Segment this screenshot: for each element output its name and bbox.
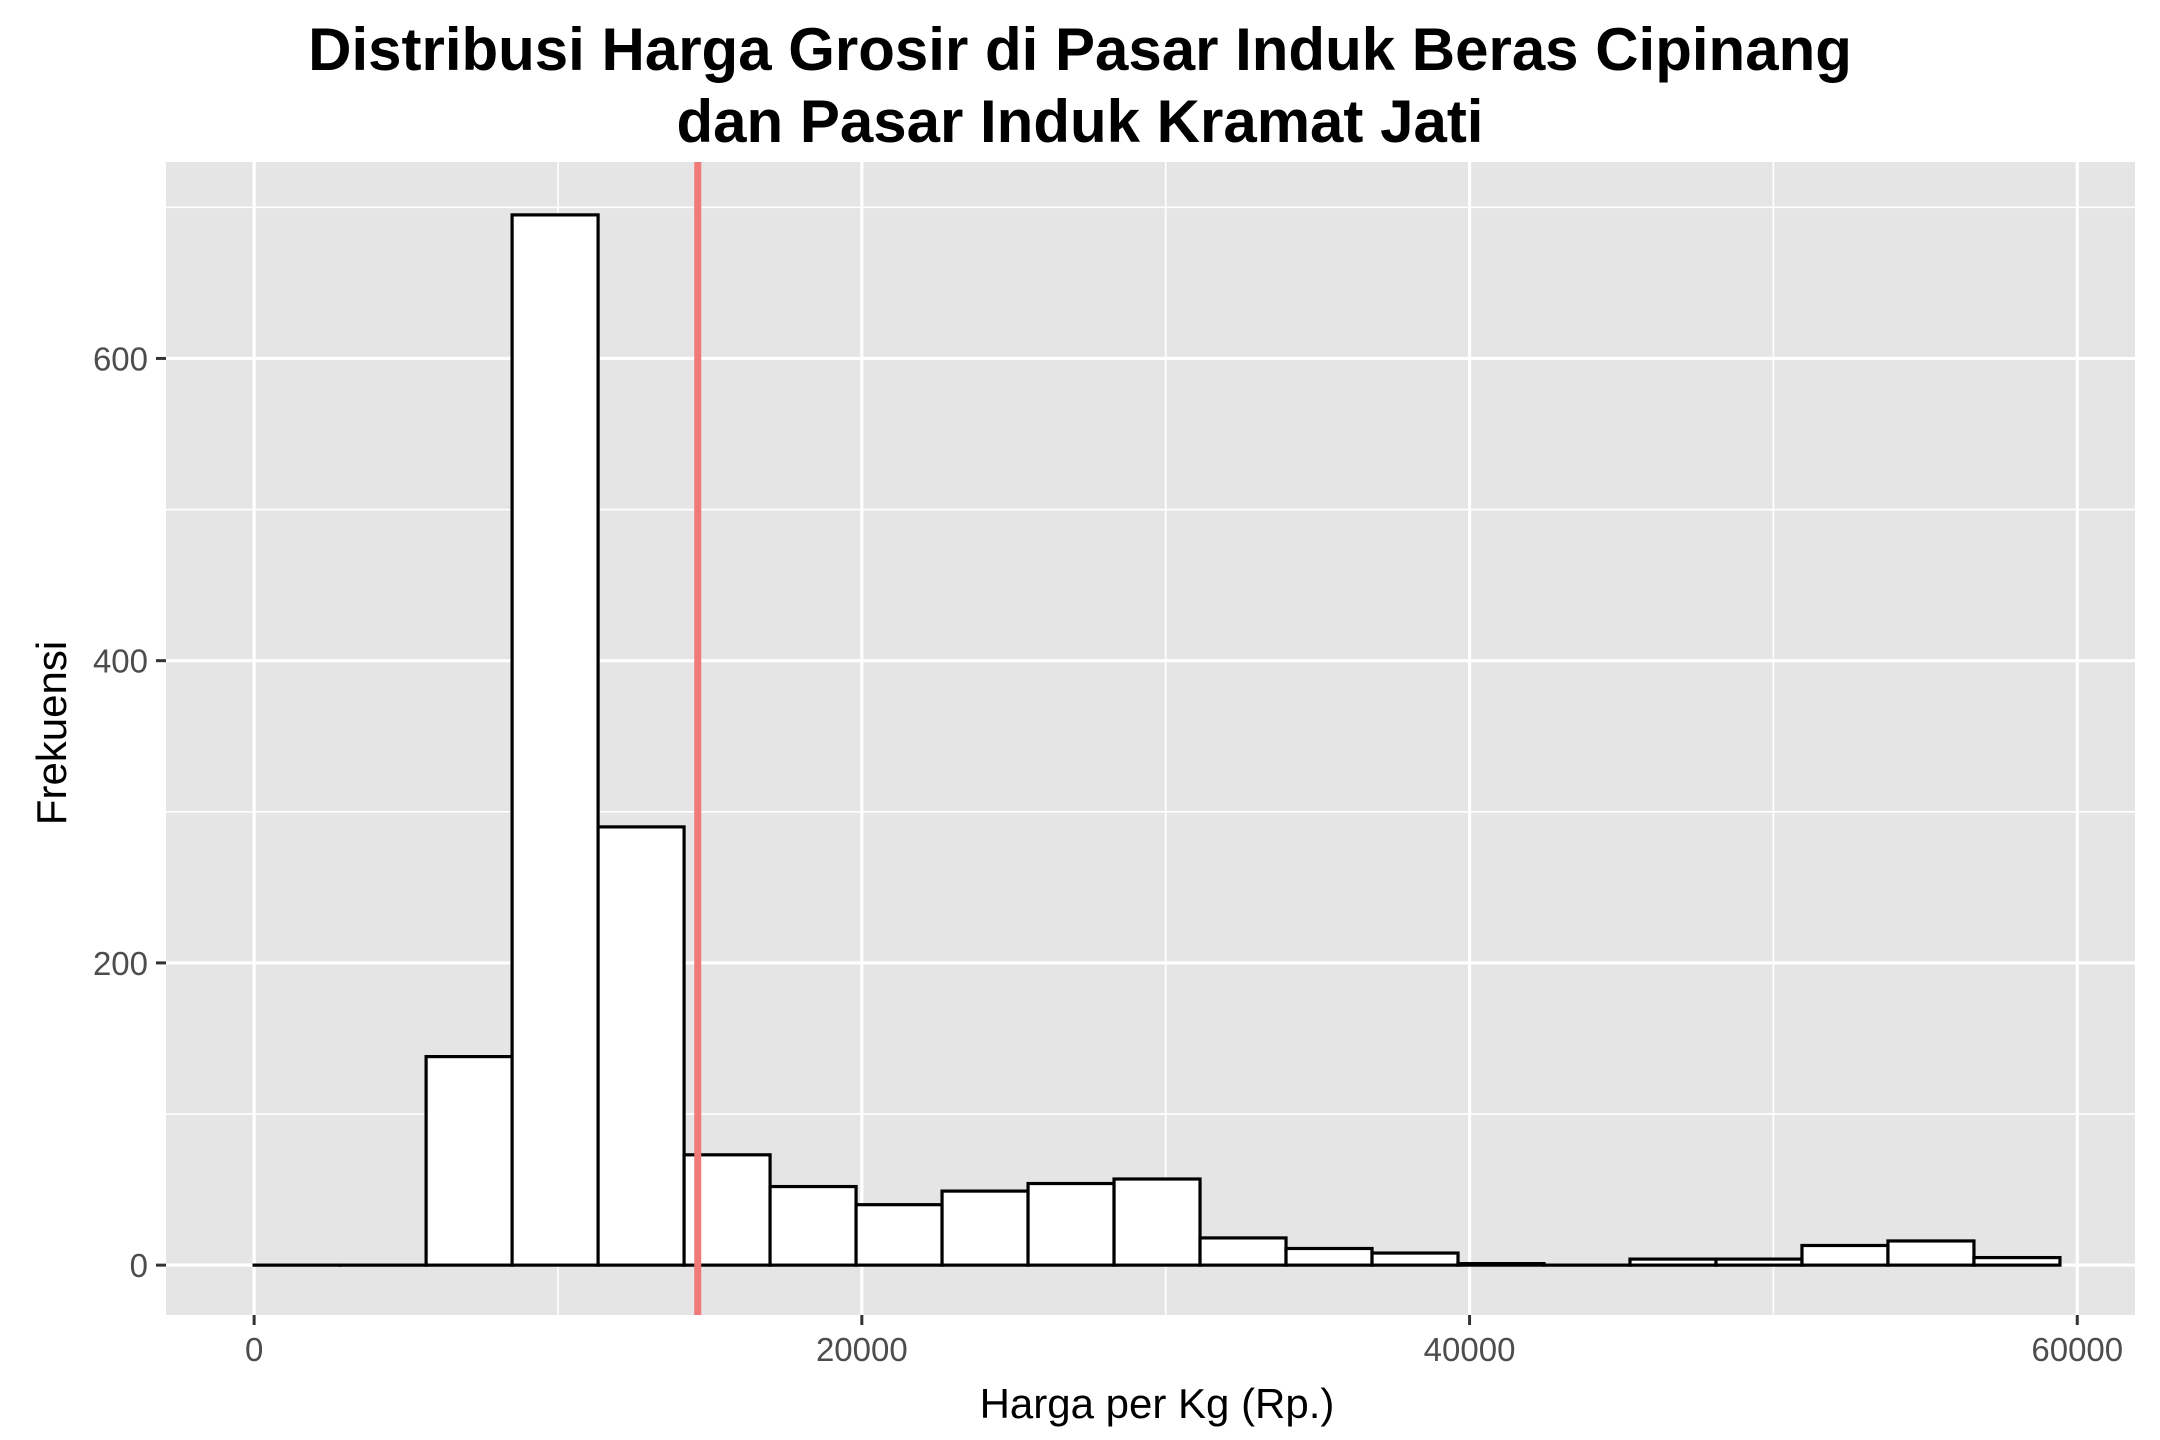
histogram-bar (1284, 1246, 1374, 1267)
y-tick-label: 200 (93, 945, 148, 982)
histogram-bar (510, 213, 600, 1267)
x-tick-label: 60000 (2031, 1331, 2123, 1368)
y-axis-title: Frekuensi (28, 641, 75, 825)
histogram-bar (940, 1189, 1030, 1267)
histogram-bar (1026, 1181, 1116, 1267)
x-tick-label: 0 (245, 1331, 263, 1368)
histogram-bar (1628, 1257, 1718, 1267)
axis-ticks (156, 356, 2079, 1325)
x-tick-label: 20000 (816, 1331, 908, 1368)
y-tick-labels: 0 200 400 600 (93, 340, 148, 1284)
chart-title-line-1: Distribusi Harga Grosir di Pasar Induk B… (308, 16, 1852, 83)
histogram-bar (424, 1054, 514, 1267)
histogram-bar (1714, 1257, 1804, 1267)
histogram-bars (252, 213, 2062, 1267)
histogram-bar (1112, 1177, 1202, 1267)
chart-title-line-2: dan Pasar Induk Kramat Jati (676, 88, 1484, 155)
histogram-bar (854, 1203, 944, 1267)
chart-title: Distribusi Harga Grosir di Pasar Induk B… (0, 14, 2160, 158)
histogram-bar (1198, 1236, 1288, 1267)
histogram-bar (1370, 1251, 1460, 1267)
x-tick-label: 40000 (1424, 1331, 1516, 1368)
y-tick-label: 0 (130, 1247, 148, 1284)
x-tick-labels: 0 20000 40000 60000 (245, 1331, 2123, 1368)
histogram-bar (1886, 1239, 1976, 1267)
histogram-bar (596, 825, 686, 1267)
x-axis-title: Harga per Kg (Rp.) (980, 1380, 1335, 1427)
histogram-bar (768, 1184, 858, 1267)
histogram-bar (1456, 1262, 1546, 1267)
y-tick-label: 600 (93, 340, 148, 377)
histogram-bar (1972, 1255, 2062, 1267)
histogram-bar (1800, 1243, 1890, 1267)
y-tick-label: 400 (93, 643, 148, 680)
